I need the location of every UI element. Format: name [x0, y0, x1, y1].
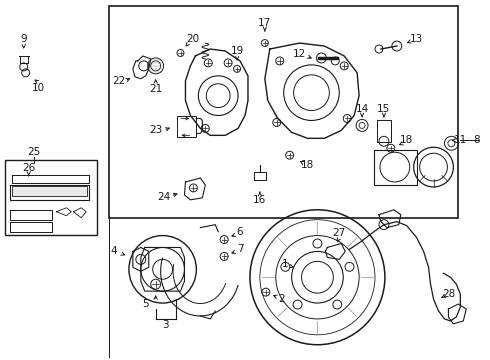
Text: 1: 1: [281, 259, 288, 269]
Text: 21: 21: [149, 84, 162, 94]
Text: 6: 6: [237, 226, 244, 237]
Bar: [12, 186, 87, 196]
Text: 14: 14: [355, 104, 368, 113]
Text: 17: 17: [258, 18, 271, 28]
Text: 19: 19: [230, 46, 244, 56]
Text: 7: 7: [237, 244, 244, 255]
Text: 25: 25: [27, 147, 40, 157]
Text: 27: 27: [333, 228, 346, 238]
Text: 23: 23: [149, 125, 162, 135]
Text: 22: 22: [112, 76, 125, 86]
Text: 18: 18: [400, 135, 414, 145]
Text: 16: 16: [253, 195, 267, 205]
Text: 8: 8: [473, 135, 480, 145]
Text: 2: 2: [278, 294, 285, 304]
Text: 20: 20: [186, 34, 199, 44]
Text: 4: 4: [111, 247, 117, 256]
Text: 10: 10: [32, 83, 45, 93]
Text: 26: 26: [22, 163, 35, 173]
Text: 24: 24: [157, 192, 170, 202]
Text: 11: 11: [454, 135, 467, 145]
Text: 9: 9: [21, 34, 27, 44]
Bar: [5, 160, 97, 235]
Text: 5: 5: [143, 299, 149, 309]
Text: -: -: [466, 135, 470, 145]
Bar: [109, 6, 458, 218]
Text: 3: 3: [162, 320, 169, 330]
Text: 15: 15: [377, 104, 391, 113]
Text: 12: 12: [293, 49, 306, 59]
Text: 28: 28: [442, 289, 455, 299]
Bar: [176, 116, 196, 137]
Text: 18: 18: [301, 160, 314, 170]
Text: 13: 13: [410, 34, 423, 44]
